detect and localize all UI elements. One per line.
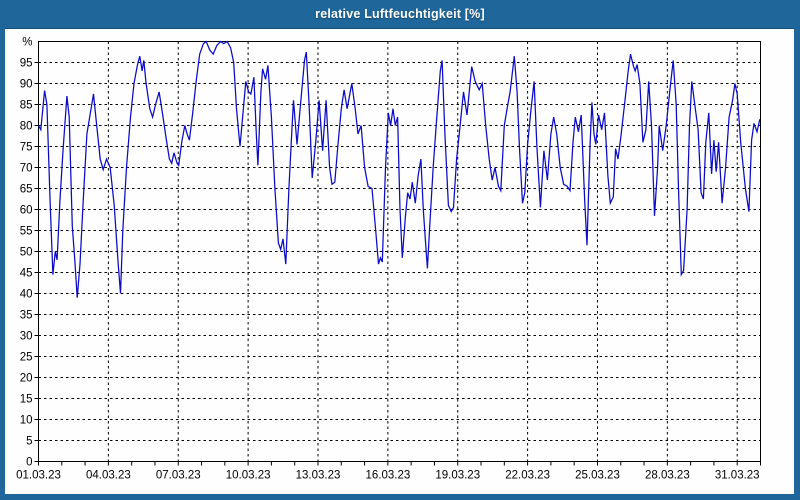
y-tick-label: 60 [20, 205, 33, 217]
y-tick-label: 70 [20, 163, 33, 175]
y-tick-label: 75 [20, 142, 33, 154]
plot-frame [38, 41, 761, 462]
y-tick-label: 5 [26, 436, 32, 448]
chart-surface: 0 5 10 15 20 25 30 35 40 45 50 55 60 65 70 75 80 85 90 95% 0… [5, 28, 794, 494]
y-tick-label: 50 [20, 247, 33, 259]
y-tick-label: 15 [20, 394, 33, 406]
y-tick-label: 90 [20, 79, 33, 91]
y-tick-label: 85 [20, 100, 33, 112]
x-tick-label: 25.03.23 [575, 470, 620, 482]
humidity-series-line [37, 40, 761, 298]
y-tick-label: 30 [20, 331, 33, 343]
y-tick-label: 10 [20, 415, 33, 427]
x-tick-label: 10.03.23 [226, 470, 271, 482]
x-tick-label: 04.03.23 [86, 470, 131, 482]
x-tick-label: 22.03.23 [505, 470, 550, 482]
y-tick-label: 35 [20, 310, 33, 322]
y-tick-label: 20 [20, 373, 33, 385]
x-tick-label: 19.03.23 [435, 470, 480, 482]
y-tick-label: 55 [20, 226, 33, 238]
x-tick-label: 07.03.23 [156, 470, 201, 482]
y-tick-label: 0 [26, 457, 32, 469]
y-axis-unit-label: % [22, 37, 32, 49]
window-title: relative Luftfeuchtigkeit [%] [315, 7, 485, 21]
x-tick-label: 01.03.23 [16, 470, 61, 482]
humidity-line-chart: 0 5 10 15 20 25 30 35 40 45 50 55 60 65 70 75 80 85 90 95% 0… [16, 37, 761, 482]
x-tick-label: 13.03.23 [296, 470, 341, 482]
x-tick-label: 31.03.23 [715, 470, 760, 482]
y-tick-label: 95 [20, 58, 33, 70]
y-tick-label: 65 [20, 184, 33, 196]
y-tick-label: 40 [20, 289, 33, 301]
x-tick-label: 16.03.23 [365, 470, 410, 482]
y-tick-label: 80 [20, 121, 33, 133]
y-tick-label: 25 [20, 352, 33, 364]
y-tick-label: 45 [20, 268, 33, 280]
x-tick-label: 28.03.23 [645, 470, 690, 482]
window-titlebar[interactable]: relative Luftfeuchtigkeit [%] [0, 0, 800, 28]
